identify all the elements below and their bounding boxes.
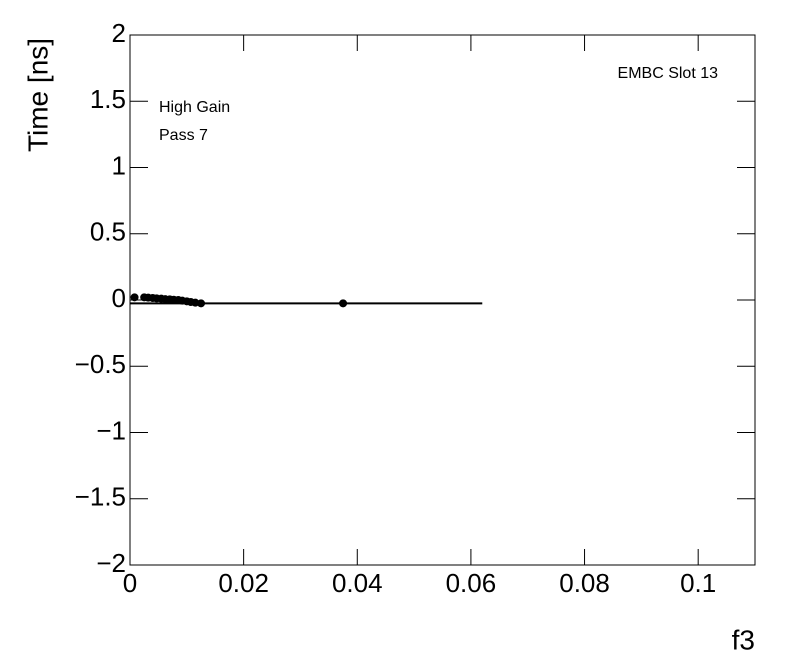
annotation: Pass 7 [159,127,208,144]
y-tick-label: 1 [112,150,126,180]
x-tick-label: 0.1 [680,568,716,598]
x-axis-title: f3 [732,624,755,655]
y-tick-label: 0 [112,283,126,313]
y-tick-label: 1.5 [90,84,126,114]
y-tick-label: −0.5 [75,349,126,379]
data-point [130,293,139,302]
x-tick-label: 0.02 [218,568,269,598]
y-axis-title: Time [ns] [22,38,53,152]
y-tick-label: −1 [96,415,126,445]
x-tick-label: 0 [123,568,137,598]
x-tick-label: 0.08 [559,568,610,598]
y-tick-label: 2 [112,18,126,48]
y-tick-label: −1.5 [75,482,126,512]
annotation: EMBC Slot 13 [618,65,719,82]
y-tick-label: −2 [96,548,126,578]
data-point [197,299,206,308]
data-point [339,299,348,308]
x-tick-label: 0.04 [332,568,383,598]
y-tick-label: 0.5 [90,217,126,247]
annotation: High Gain [159,99,230,116]
x-tick-label: 0.06 [446,568,497,598]
